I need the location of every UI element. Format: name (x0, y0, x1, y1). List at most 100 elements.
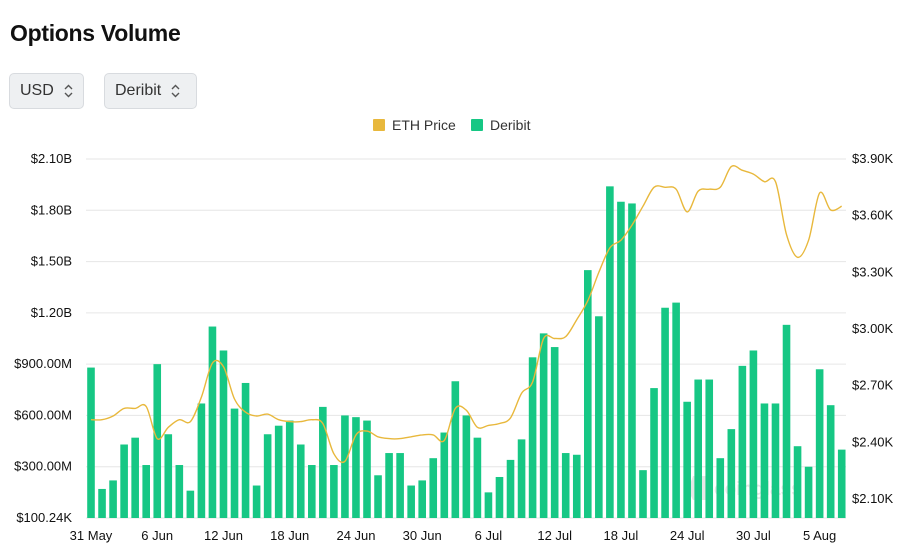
deribit-bar[interactable] (440, 432, 449, 518)
deribit-bar[interactable] (98, 488, 106, 518)
deribit-bar[interactable] (749, 350, 758, 518)
deribit-bar[interactable] (219, 350, 228, 518)
x-tick-label: 18 Jul (604, 528, 639, 543)
deribit-bar[interactable] (606, 186, 614, 518)
legend-swatch (373, 119, 385, 131)
y-left-tick-label: $1.80B (31, 202, 72, 217)
deribit-bar[interactable] (672, 302, 680, 518)
deribit-bar[interactable] (274, 425, 283, 518)
y-left-tick-label: $2.10B (31, 151, 72, 166)
y-right-tick-label: $3.60K (852, 208, 894, 223)
deribit-bar[interactable] (319, 406, 327, 518)
legend-label: Deribit (490, 117, 531, 133)
deribit-bar[interactable] (230, 408, 239, 518)
x-tick-label: 30 Jun (403, 528, 442, 543)
page-title: Options Volume (10, 20, 181, 46)
deribit-bar[interactable] (495, 476, 504, 518)
legend-swatch (471, 119, 483, 131)
chart-legend[interactable]: ETH Price Deribit (373, 117, 531, 133)
deribit-bar[interactable] (208, 326, 217, 518)
deribit-bar[interactable] (241, 382, 250, 518)
deribit-bar[interactable] (341, 415, 349, 518)
deribit-bar[interactable] (727, 429, 736, 518)
legend-label: ETH Price (392, 117, 456, 133)
y-right-tick-label: $2.40K (852, 434, 894, 449)
deribit-bar[interactable] (528, 357, 537, 518)
currency-select-value: USD (20, 82, 54, 99)
deribit-bar[interactable] (617, 201, 625, 519)
deribit-bar[interactable] (683, 401, 691, 518)
deribit-bar[interactable] (694, 379, 702, 518)
legend-item[interactable]: Deribit (471, 117, 531, 133)
y-right-tick-label: $2.10K (852, 491, 894, 506)
deribit-bar[interactable] (285, 420, 294, 518)
x-tick-label: 31 May (70, 528, 113, 543)
deribit-bar[interactable] (363, 420, 371, 518)
deribit-bar[interactable] (584, 270, 592, 518)
deribit-bar[interactable] (837, 449, 846, 518)
deribit-bar[interactable] (539, 333, 548, 518)
deribit-bar[interactable] (517, 439, 526, 518)
deribit-bar[interactable] (252, 485, 261, 518)
deribit-bar[interactable] (374, 475, 382, 518)
deribit-bar[interactable] (175, 465, 184, 518)
deribit-bar[interactable] (639, 470, 647, 518)
deribit-bar[interactable] (131, 437, 139, 518)
exchange-select[interactable]: Deribit (104, 73, 197, 109)
deribit-bar[interactable] (705, 379, 714, 518)
eth-price-line (90, 165, 843, 464)
deribit-bar[interactable] (385, 453, 393, 518)
y-left-tick-label: $100.24K (16, 510, 72, 525)
deribit-bar[interactable] (506, 459, 515, 518)
deribit-bar[interactable] (407, 485, 415, 518)
x-tick-label: 24 Jul (670, 528, 705, 543)
deribit-bar[interactable] (418, 480, 426, 518)
deribit-bar[interactable] (628, 203, 636, 518)
x-axis: 31 May 6 Jun 12 Jun 18 Jun 24 Jun 30 Jun 6 Jul… (70, 528, 837, 543)
y-right-tick-label: $3.90K (852, 151, 894, 166)
x-tick-label: 6 Jul (475, 528, 503, 543)
deribit-bar[interactable] (186, 490, 195, 518)
y-left-tick-label: $900.00M (14, 356, 72, 371)
deribit-bar[interactable] (142, 465, 150, 518)
watermark-text: coinglass (714, 479, 802, 500)
deribit-bar[interactable] (197, 403, 206, 518)
deribit-bar[interactable] (550, 347, 559, 518)
deribit-bar[interactable] (462, 415, 471, 518)
deribit-bar[interactable] (330, 465, 338, 518)
deribit-bar[interactable] (793, 446, 802, 518)
legend-item[interactable]: ETH Price (373, 117, 456, 133)
deribit-bar[interactable] (109, 480, 117, 518)
deribit-bar[interactable] (572, 454, 581, 518)
deribit-bar[interactable] (561, 453, 570, 518)
deribit-bar[interactable] (826, 405, 835, 518)
deribit-bar[interactable] (296, 444, 305, 519)
deribit-bar[interactable] (650, 388, 658, 518)
deribit-bar[interactable] (760, 403, 769, 518)
deribit-bar[interactable] (87, 367, 95, 518)
y-right-tick-label: $3.30K (852, 264, 894, 279)
currency-select[interactable]: USD (9, 73, 84, 109)
deribit-bar[interactable] (164, 434, 173, 518)
deribit-bar[interactable] (815, 369, 824, 518)
deribit-bar[interactable] (451, 381, 460, 518)
chevron-updown-icon (171, 83, 180, 99)
deribit-bar[interactable] (782, 324, 791, 518)
deribit-bar[interactable] (352, 417, 360, 518)
deribit-bar[interactable] (153, 364, 162, 518)
deribit-bar[interactable] (804, 466, 813, 518)
deribit-bar[interactable] (429, 458, 438, 518)
deribit-bar[interactable] (771, 403, 780, 518)
deribit-bar[interactable] (716, 458, 725, 518)
deribit-bar[interactable] (738, 365, 747, 518)
deribit-bar[interactable] (396, 453, 404, 518)
deribit-bar[interactable] (484, 492, 493, 518)
deribit-bar[interactable] (661, 307, 669, 518)
deribit-bar[interactable] (595, 316, 603, 518)
deribit-bar[interactable] (473, 437, 482, 518)
y-axis-right: $2.10K $2.40K $2.70K $3.00K $3.30K $3.60K $3.9… (852, 151, 894, 506)
deribit-bar[interactable] (263, 434, 272, 518)
deribit-bar[interactable] (308, 465, 316, 518)
deribit-bar[interactable] (120, 444, 128, 519)
